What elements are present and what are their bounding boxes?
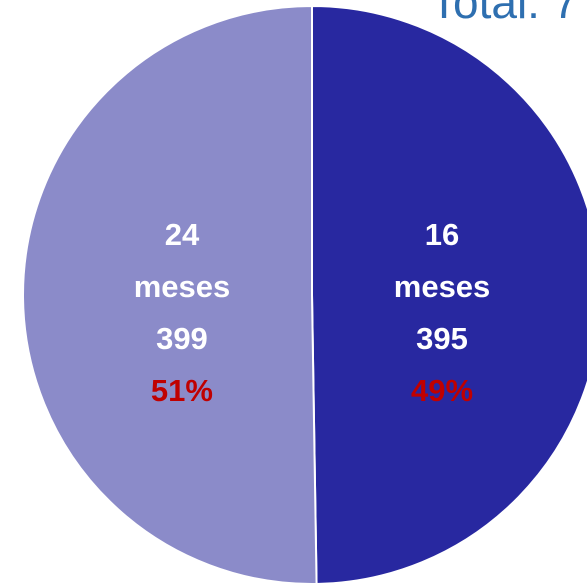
category-label: 16 meses: [392, 209, 492, 313]
category-label: 24 meses: [132, 209, 232, 313]
percent-label: 49%: [362, 365, 522, 417]
chart: Total: 7 24 meses39951% 16 meses39549%: [0, 0, 587, 584]
chart-title: Total: 7: [430, 0, 578, 28]
percent-label: 51%: [102, 365, 262, 417]
value-label: 399: [102, 313, 262, 365]
value-label: 395: [362, 313, 522, 365]
